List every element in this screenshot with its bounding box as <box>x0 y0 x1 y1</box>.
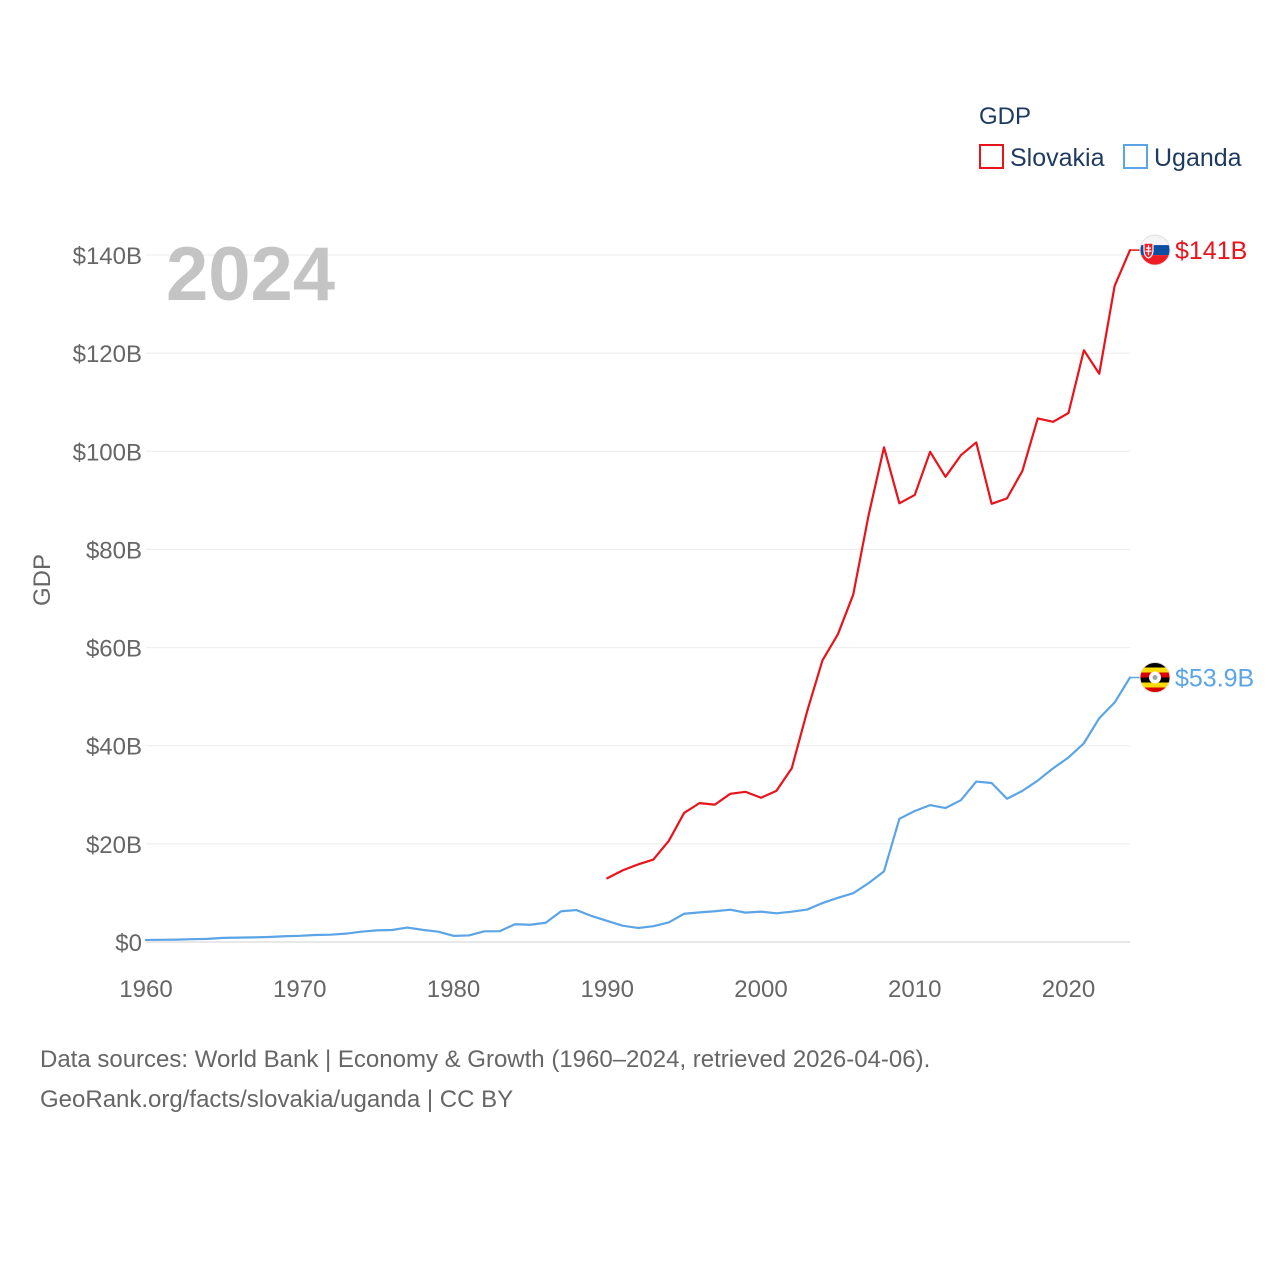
x-tick-label: 1990 <box>581 976 634 1003</box>
footer-line-sources: Data sources: World Bank | Economy & Gro… <box>40 1046 931 1073</box>
y-tick-label: $140B <box>73 243 142 270</box>
legend-label-slovakia: Slovakia <box>1010 144 1105 172</box>
x-tick-label: 1980 <box>427 976 480 1003</box>
legend: GDP Slovakia Uganda <box>979 103 1242 172</box>
y-tick-label: $20B <box>86 832 142 859</box>
x-tick-label: 1970 <box>273 976 326 1003</box>
slovakia-flag-icon <box>1139 234 1171 266</box>
y-tick-label: $60B <box>86 636 142 663</box>
x-tick-label: 2010 <box>888 976 941 1003</box>
x-axis-ticks: 1960 1970 1980 1990 2000 2010 2020 <box>119 976 1095 1003</box>
footer-sources: Data sources: World Bank | Economy & Gro… <box>40 1040 930 1120</box>
series-line-slovakia[interactable] <box>606 248 1132 880</box>
legend-title: GDP <box>979 103 1031 130</box>
y-tick-label: $0 <box>115 930 142 957</box>
grid-lines <box>146 254 1130 943</box>
y-tick-label: $120B <box>73 341 142 368</box>
end-value-label-uganda: $53.9B <box>1175 665 1254 693</box>
y-tick-label: $100B <box>73 439 142 466</box>
y-tick-label: $40B <box>86 734 142 761</box>
x-tick-label: 2000 <box>734 976 787 1003</box>
legend-item-slovakia[interactable]: Slovakia <box>979 144 1105 172</box>
legend-item-uganda[interactable]: Uganda <box>1123 144 1242 172</box>
y-axis-ticks: $0 $20B $40B $60B $80B $100B $120B $140B <box>73 243 142 957</box>
y-axis-title: GDP <box>29 554 56 606</box>
y-tick-label: $80B <box>86 537 142 564</box>
x-tick-label: 1960 <box>119 976 172 1003</box>
legend-swatch-uganda <box>1123 144 1148 169</box>
footer-line-attribution[interactable]: GeoRank.org/facts/slovakia/uganda | CC B… <box>40 1086 514 1113</box>
legend-swatch-slovakia <box>979 144 1004 169</box>
legend-label-uganda: Uganda <box>1154 144 1242 172</box>
series-lines <box>144 248 1132 942</box>
x-tick-label: 2020 <box>1042 976 1095 1003</box>
current-year-label: 2024 <box>166 232 335 317</box>
uganda-flag-icon <box>1139 662 1171 694</box>
series-line-uganda[interactable] <box>144 676 1132 942</box>
end-value-label-slovakia: $141B <box>1175 237 1247 265</box>
series-end-markers: $141B $53.9B <box>1130 234 1254 694</box>
